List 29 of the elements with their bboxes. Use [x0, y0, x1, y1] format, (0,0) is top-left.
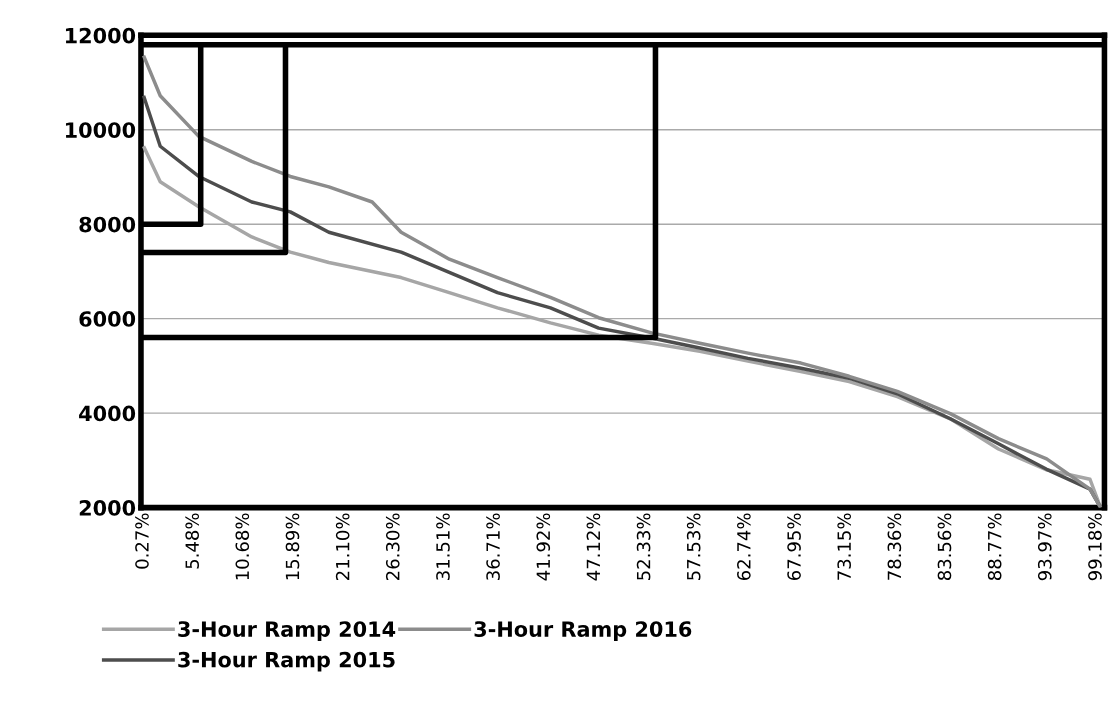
- x-tick-label: 62.74%: [737, 513, 751, 581]
- y-tick-label: 6000: [79, 311, 136, 327]
- x-tick-label: 15.89%: [285, 513, 300, 580]
- y-tick-label: 10000: [65, 122, 136, 138]
- x-tick-label: 26.30%: [385, 513, 400, 580]
- x-tick-label: 88.77%: [987, 513, 1002, 581]
- x-tick-label: 73.15%: [837, 513, 851, 580]
- x-tick-label: 21.10%: [335, 513, 350, 580]
- legend-label: 3-Hour Ramp 2015: [178, 651, 395, 672]
- x-tick-label: 83.56%: [937, 513, 952, 581]
- y-tick-label: 4000: [79, 405, 136, 422]
- y-tick-label: 12000: [65, 27, 136, 44]
- x-tick-label: 5.48%: [185, 513, 200, 569]
- x-tick-label: 93.97%: [1037, 513, 1052, 581]
- x-tick-label: 52.33%: [636, 513, 651, 580]
- x-tick-label: 41.92%: [536, 513, 551, 581]
- y-tick-label: 2000: [79, 500, 136, 516]
- x-tick-label: 31.51%: [436, 513, 450, 580]
- x-tick-label: 99.18%: [1088, 513, 1102, 581]
- legend-label: 3-Hour Ramp 2016: [474, 621, 692, 641]
- x-tick-label: 57.53%: [686, 513, 701, 580]
- x-tick-label: 78.36%: [887, 513, 902, 580]
- y-tick-label: 8000: [79, 216, 136, 233]
- x-tick-label: 67.95%: [787, 513, 801, 581]
- x-tick-label: 10.68%: [235, 513, 250, 580]
- x-tick-label: 47.12%: [586, 513, 601, 581]
- x-tick-label: 0.27%: [135, 513, 149, 569]
- x-tick-label: 36.71%: [486, 513, 500, 580]
- legend-label: 3-Hour Ramp 2014: [178, 621, 396, 641]
